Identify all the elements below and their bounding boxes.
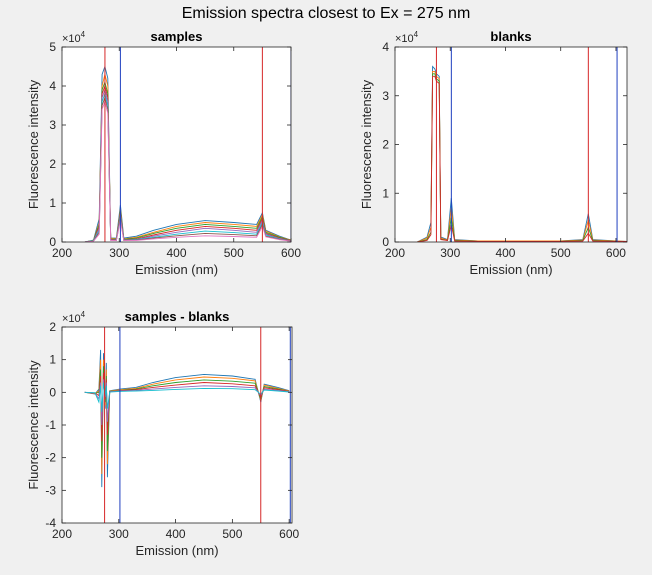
x-tick-label: 300 — [109, 246, 129, 260]
y-tick-label: 1 — [49, 353, 56, 367]
y-tick-label: 1 — [382, 186, 389, 200]
series-line — [417, 75, 627, 242]
y-tick-label: 4 — [382, 40, 389, 54]
axes-samples: 200 300 400 500 600 0 1 2 3 4 5 ×104 samples Emission… — [26, 29, 301, 277]
y-exponent-label: ×104 — [62, 30, 86, 45]
series-line — [84, 74, 291, 242]
axes-title: blanks — [490, 29, 531, 44]
y-tick-label: 2 — [49, 157, 56, 171]
y-tick-label: 3 — [49, 118, 56, 132]
y-axis-label: Fluorescence intensity — [26, 79, 41, 209]
plot-area — [395, 47, 627, 242]
series-line — [84, 100, 291, 242]
plot-lines — [416, 47, 627, 242]
axes-blanks: 200 300 400 500 600 0 1 2 3 4 ×104 blanks Emission (… — [359, 29, 628, 277]
x-tick-label: 400 — [166, 527, 186, 541]
y-tick-label: 2 — [382, 138, 389, 152]
x-tick-label: 300 — [109, 527, 129, 541]
y-tick-label: -4 — [45, 516, 56, 530]
y-tick-label: 0 — [49, 385, 56, 399]
y-tick-label: 0 — [382, 235, 389, 249]
x-axis-label: Emission (nm) — [135, 262, 218, 277]
x-tick-label: 500 — [551, 246, 571, 260]
series-line — [84, 80, 291, 242]
y-exponent-label: ×104 — [395, 30, 419, 45]
x-tick-label: 400 — [495, 246, 515, 260]
x-tick-label: 200 — [52, 246, 72, 260]
x-tick-label: 300 — [440, 246, 460, 260]
x-tick-label: 200 — [52, 527, 72, 541]
axes-title: samples — [150, 29, 202, 44]
y-axis-label: Fluorescence intensity — [26, 360, 41, 490]
x-axis-label: Emission (nm) — [135, 543, 218, 558]
plot-area — [62, 47, 291, 242]
y-tick-label: 0 — [49, 235, 56, 249]
y-tick-label: 5 — [49, 40, 56, 54]
y-axis-label: Fluorescence intensity — [359, 79, 374, 209]
plot-lines — [84, 47, 291, 242]
axes-samples-blanks: 200 300 400 500 600 -4 -3 -2 -1 0 1 2 ×104 samples - … — [26, 309, 299, 558]
series-line — [84, 64, 291, 242]
y-tick-label: -3 — [45, 483, 56, 497]
x-tick-label: 600 — [279, 527, 299, 541]
x-tick-label: 400 — [166, 246, 186, 260]
plot-area — [62, 327, 292, 523]
x-tick-label: 600 — [606, 246, 626, 260]
x-tick-label: 500 — [222, 527, 242, 541]
y-tick-label: 3 — [382, 89, 389, 103]
y-tick-label: 1 — [49, 196, 56, 210]
y-tick-label: 2 — [49, 320, 56, 334]
y-exponent-label: ×104 — [62, 310, 86, 325]
x-tick-label: 500 — [224, 246, 244, 260]
figure-title: Emission spectra closest to Ex = 275 nm — [181, 5, 471, 22]
x-tick-label: 600 — [281, 246, 301, 260]
y-tick-label: -1 — [45, 418, 56, 432]
axes-title: samples - blanks — [125, 309, 230, 324]
y-tick-label: 4 — [49, 79, 56, 93]
y-tick-label: -2 — [45, 451, 56, 465]
x-tick-label: 200 — [385, 246, 405, 260]
x-axis-label: Emission (nm) — [469, 262, 552, 277]
